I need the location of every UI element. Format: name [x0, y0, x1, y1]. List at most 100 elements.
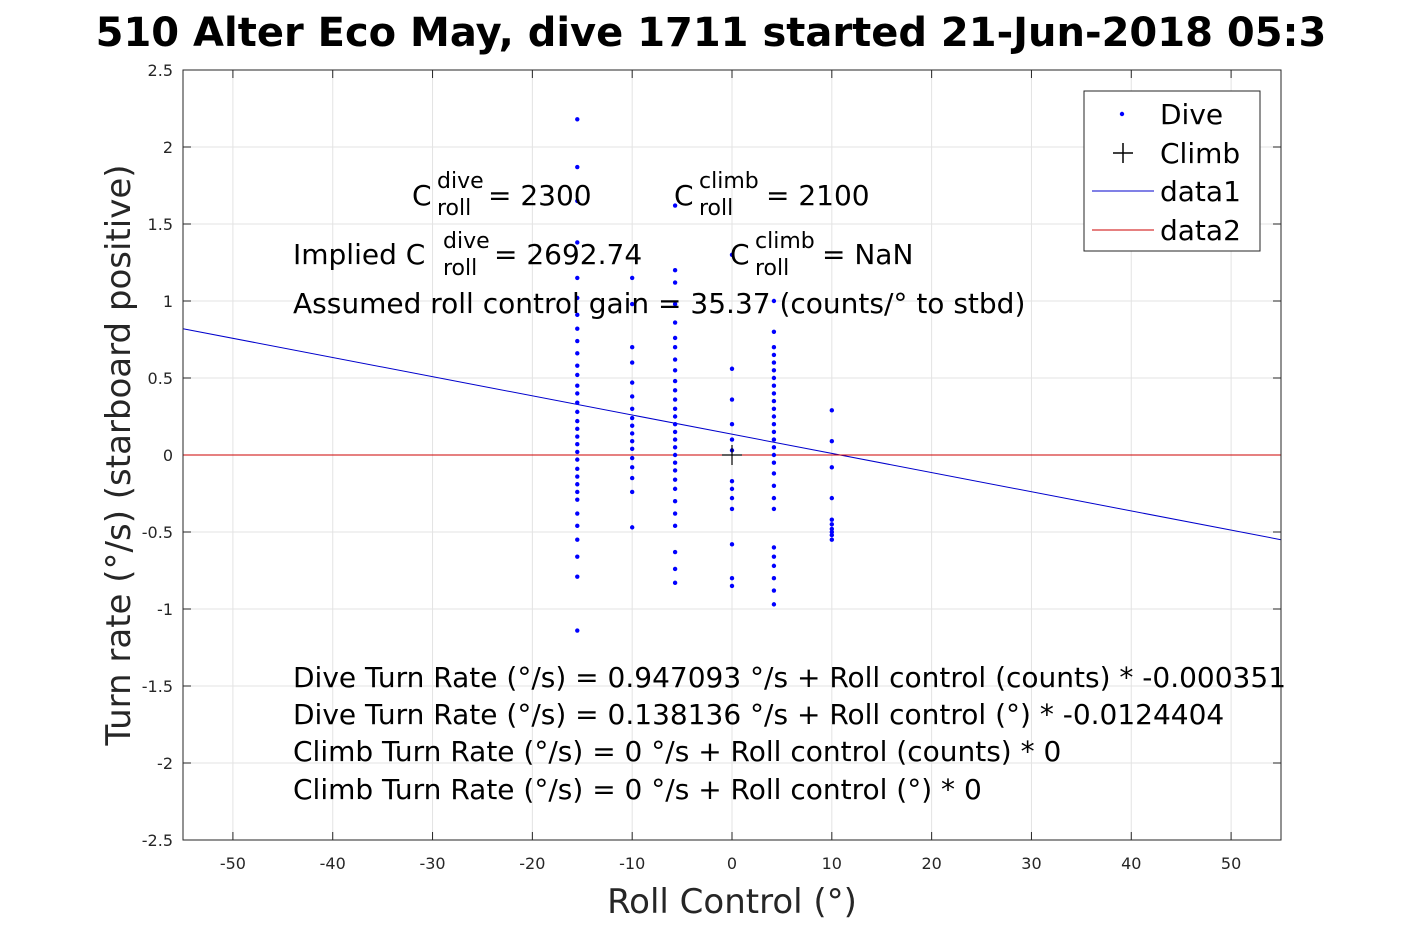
- dive-point: [729, 576, 735, 581]
- c-roll-climb-value: = 2100: [766, 179, 870, 212]
- dive-point: [575, 383, 580, 388]
- dive-point: [829, 408, 835, 413]
- dive-point: [672, 301, 678, 307]
- dive-point: [771, 360, 777, 365]
- dive-point: [672, 499, 678, 504]
- y-tick-label: 0.5: [148, 369, 173, 388]
- dive-point: [672, 268, 678, 273]
- dive-point: [575, 474, 580, 479]
- dive-point: [672, 549, 678, 555]
- dive-point: [672, 368, 678, 373]
- dive-point: [629, 275, 635, 281]
- dive-point: [575, 489, 580, 495]
- dive-point: [729, 252, 735, 257]
- dive-point: [575, 295, 580, 301]
- implied-dive-sup: dive: [443, 229, 490, 254]
- implied-dive-value: = 2692.74: [494, 238, 642, 271]
- dive-point: [771, 495, 777, 501]
- dive-point: [575, 442, 580, 447]
- dive-point: [672, 486, 678, 492]
- dive-point: [575, 434, 580, 439]
- dive-point: [575, 482, 580, 487]
- dive-point: [829, 438, 835, 444]
- dive-point: [629, 423, 635, 428]
- dive-point: [771, 460, 777, 465]
- dive-point: [771, 414, 777, 419]
- dive-point: [771, 406, 777, 411]
- c-roll-dive-value: = 2300: [488, 179, 592, 212]
- plot-border: [182, 69, 1282, 841]
- dive-point: [672, 203, 678, 208]
- dive-point: [771, 602, 777, 607]
- y-tick-label: 1.5: [148, 215, 173, 234]
- fit-line-4: Climb Turn Rate (°/s) = 0 °/s + Roll con…: [293, 773, 982, 806]
- dive-point: [771, 483, 777, 488]
- dive-point: [771, 445, 777, 450]
- dive-point: [729, 583, 735, 589]
- y-tick-labels: 2.5 2 1.5 1 0.5 0 -0.5 -1 -1.5 -2 -2.5: [142, 61, 173, 850]
- x-tick-label: 40: [1121, 854, 1141, 873]
- dive-point: [672, 414, 678, 419]
- dive-point: [672, 452, 678, 458]
- legend-data2-label: data2: [1160, 214, 1241, 247]
- dive-point: [829, 532, 835, 538]
- dive-point: [575, 400, 580, 405]
- y-tick-label: 2.5: [148, 61, 173, 80]
- dive-points: [575, 117, 835, 633]
- dive-point: [729, 478, 735, 484]
- y-tick-label: -0.5: [142, 523, 173, 542]
- dive-point: [575, 523, 580, 529]
- dive-point: [575, 497, 580, 502]
- dive-point: [771, 437, 777, 442]
- dive-point: [575, 363, 580, 368]
- fit-line-1: Dive Turn Rate (°/s) = 0.947093 °/s + Ro…: [293, 661, 1286, 694]
- dive-point: [771, 383, 777, 388]
- x-tick-label: 0: [727, 854, 737, 873]
- dive-point: [672, 460, 678, 465]
- dive-point: [672, 280, 678, 285]
- dive-point: [672, 437, 678, 442]
- dive-point: [829, 495, 835, 501]
- dive-point: [629, 380, 635, 385]
- dive-point: [575, 326, 580, 331]
- dive-point: [629, 301, 635, 307]
- dive-point: [672, 429, 678, 435]
- climb-points: [722, 445, 742, 465]
- dive-point: [771, 506, 777, 512]
- dive-point: [672, 357, 678, 362]
- dive-point: [575, 449, 580, 455]
- dive-point: [729, 422, 735, 427]
- x-tick-label: 20: [921, 854, 941, 873]
- dive-point: [575, 457, 580, 462]
- dive-point: [575, 466, 580, 472]
- dive-point: [575, 338, 580, 344]
- legend: Dive Climb data1 data2: [1083, 90, 1261, 252]
- implied-climb-sup: climb: [755, 229, 815, 254]
- x-tick-labels: -50 -40 -30 -20 -10 0 10 20 30 40 50: [220, 854, 1241, 873]
- dive-point: [575, 198, 580, 204]
- dive-point: [771, 298, 777, 304]
- x-tick-label: -20: [519, 854, 545, 873]
- dive-point: [629, 438, 635, 444]
- dive-point: [575, 117, 580, 122]
- x-tick-label: 10: [822, 854, 842, 873]
- dive-point: [672, 345, 678, 350]
- dive-point: [672, 335, 678, 341]
- y-tick-label: 2: [163, 138, 173, 157]
- c-roll-climb-annotation: C climb roll = 2100: [674, 169, 870, 221]
- dive-point: [629, 525, 635, 530]
- dive-point: [672, 523, 678, 529]
- c-roll-climb-sup: climb: [699, 169, 759, 194]
- dive-point: [672, 566, 678, 572]
- dive-point: [729, 495, 735, 501]
- dive-point: [672, 378, 678, 384]
- fit-line-2: Dive Turn Rate (°/s) = 0.138136 °/s + Ro…: [293, 698, 1224, 731]
- x-tick-label: -50: [220, 854, 246, 873]
- dive-point: [575, 240, 580, 245]
- dive-point: [575, 275, 580, 281]
- y-tick-label: 0: [163, 446, 173, 465]
- c-roll-dive-sub: roll: [437, 196, 471, 221]
- dive-point: [771, 398, 777, 404]
- dive-point: [829, 529, 835, 535]
- y-tick-label: -2: [157, 754, 173, 773]
